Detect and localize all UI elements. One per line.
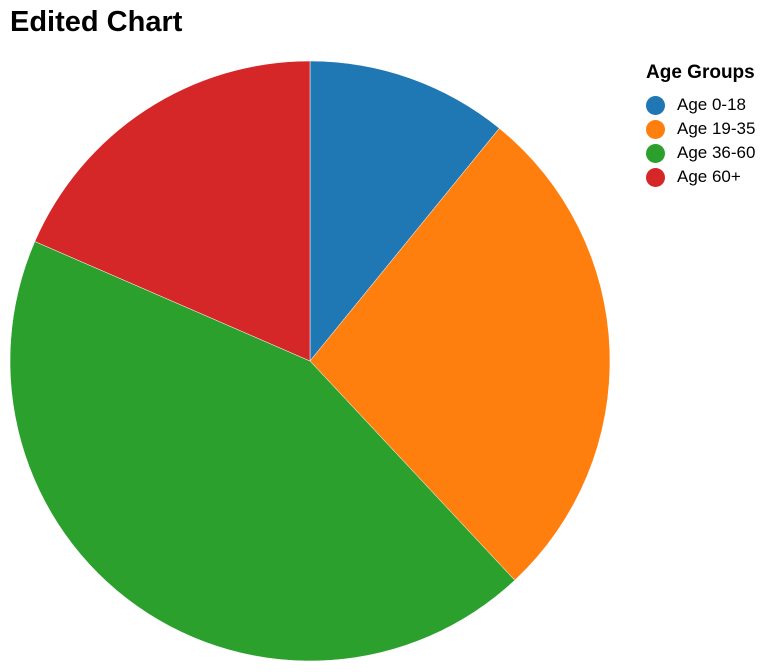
legend-item-age-0-18[interactable]: Age 0-18 <box>646 93 755 117</box>
legend-label: Age 60+ <box>677 167 741 186</box>
legend-label: Age 19-35 <box>677 119 756 138</box>
pie-slice-age-36-60[interactable] <box>9 241 516 662</box>
pie-slices <box>9 60 611 662</box>
pie-slice-age-19-35[interactable] <box>309 127 611 581</box>
legend-title: Age Groups <box>646 62 755 83</box>
legend-swatch <box>646 143 665 163</box>
legend-item-age-36-60[interactable]: Age 36-60 <box>646 141 755 165</box>
chart-title: Edited Chart <box>10 6 183 38</box>
legend-label: Age 0-18 <box>677 95 746 114</box>
legend-swatch <box>646 95 665 115</box>
pie-slice-age-0-18[interactable] <box>309 60 500 362</box>
legend-swatch <box>646 167 665 187</box>
legend-swatch <box>646 119 665 139</box>
legend-item-age-19-35[interactable]: Age 19-35 <box>646 117 755 141</box>
legend-items: Age 0-18 Age 19-35 Age 36-60 Age 60+ <box>646 93 755 189</box>
legend-label: Age 36-60 <box>677 143 756 162</box>
legend: Age Groups Age 0-18 Age 19-35 Age 36-60 Age… <box>646 62 755 189</box>
pie-slice-age-60[interactable] <box>34 60 311 362</box>
legend-item-age-60[interactable]: Age 60+ <box>646 165 755 189</box>
